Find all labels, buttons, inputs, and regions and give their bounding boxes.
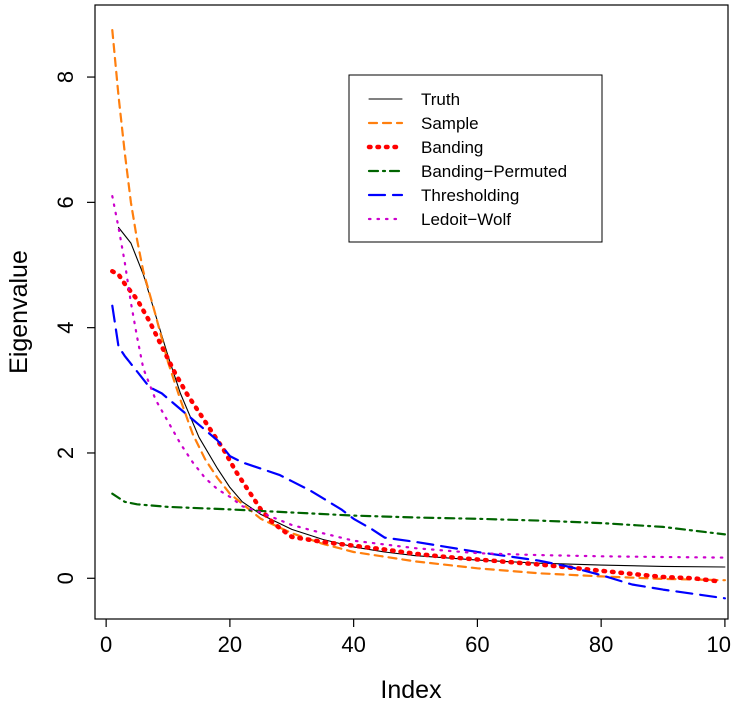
- y-tick-label: 4: [53, 322, 78, 334]
- x-tick-label: 40: [341, 632, 365, 657]
- axis-ticks: 0 20 40 60 80 100 0 2 4 6 8: [53, 71, 731, 657]
- x-tick-label: 80: [589, 632, 613, 657]
- x-tick-label: 100: [707, 632, 731, 657]
- x-tick-label: 20: [218, 632, 242, 657]
- y-tick-label: 2: [53, 447, 78, 459]
- x-tick-label: 60: [465, 632, 489, 657]
- series-line-2: [110, 269, 721, 584]
- legend: Truth Sample Banding Banding−Permuted Thresh…: [348, 74, 603, 243]
- legend-box: [348, 74, 603, 243]
- series-lines: [110, 29, 727, 600]
- y-tick-label: 0: [53, 572, 78, 584]
- y-tick-label: 6: [53, 196, 78, 208]
- legend-label-0: Truth: [421, 90, 460, 109]
- x-tick-label: 0: [100, 632, 112, 657]
- plot-frame: [94, 4, 729, 620]
- legend-label-3: Banding−Permuted: [421, 162, 567, 181]
- series-line-3: [111, 492, 727, 536]
- legend-label-5: Ledoit−Wolf: [421, 210, 511, 229]
- legend-label-4: Thresholding: [421, 186, 519, 205]
- legend-label-2: Banding: [421, 138, 483, 157]
- series-line-5: [111, 195, 727, 559]
- series-line-0: [117, 226, 726, 568]
- series-line-4: [111, 304, 727, 600]
- x-axis-title: Index: [380, 676, 442, 704]
- y-tick-label: 8: [53, 71, 78, 83]
- series-line-1: [111, 29, 727, 582]
- legend-label-1: Sample: [421, 114, 479, 133]
- y-axis-title: Eigenvalue: [5, 250, 33, 374]
